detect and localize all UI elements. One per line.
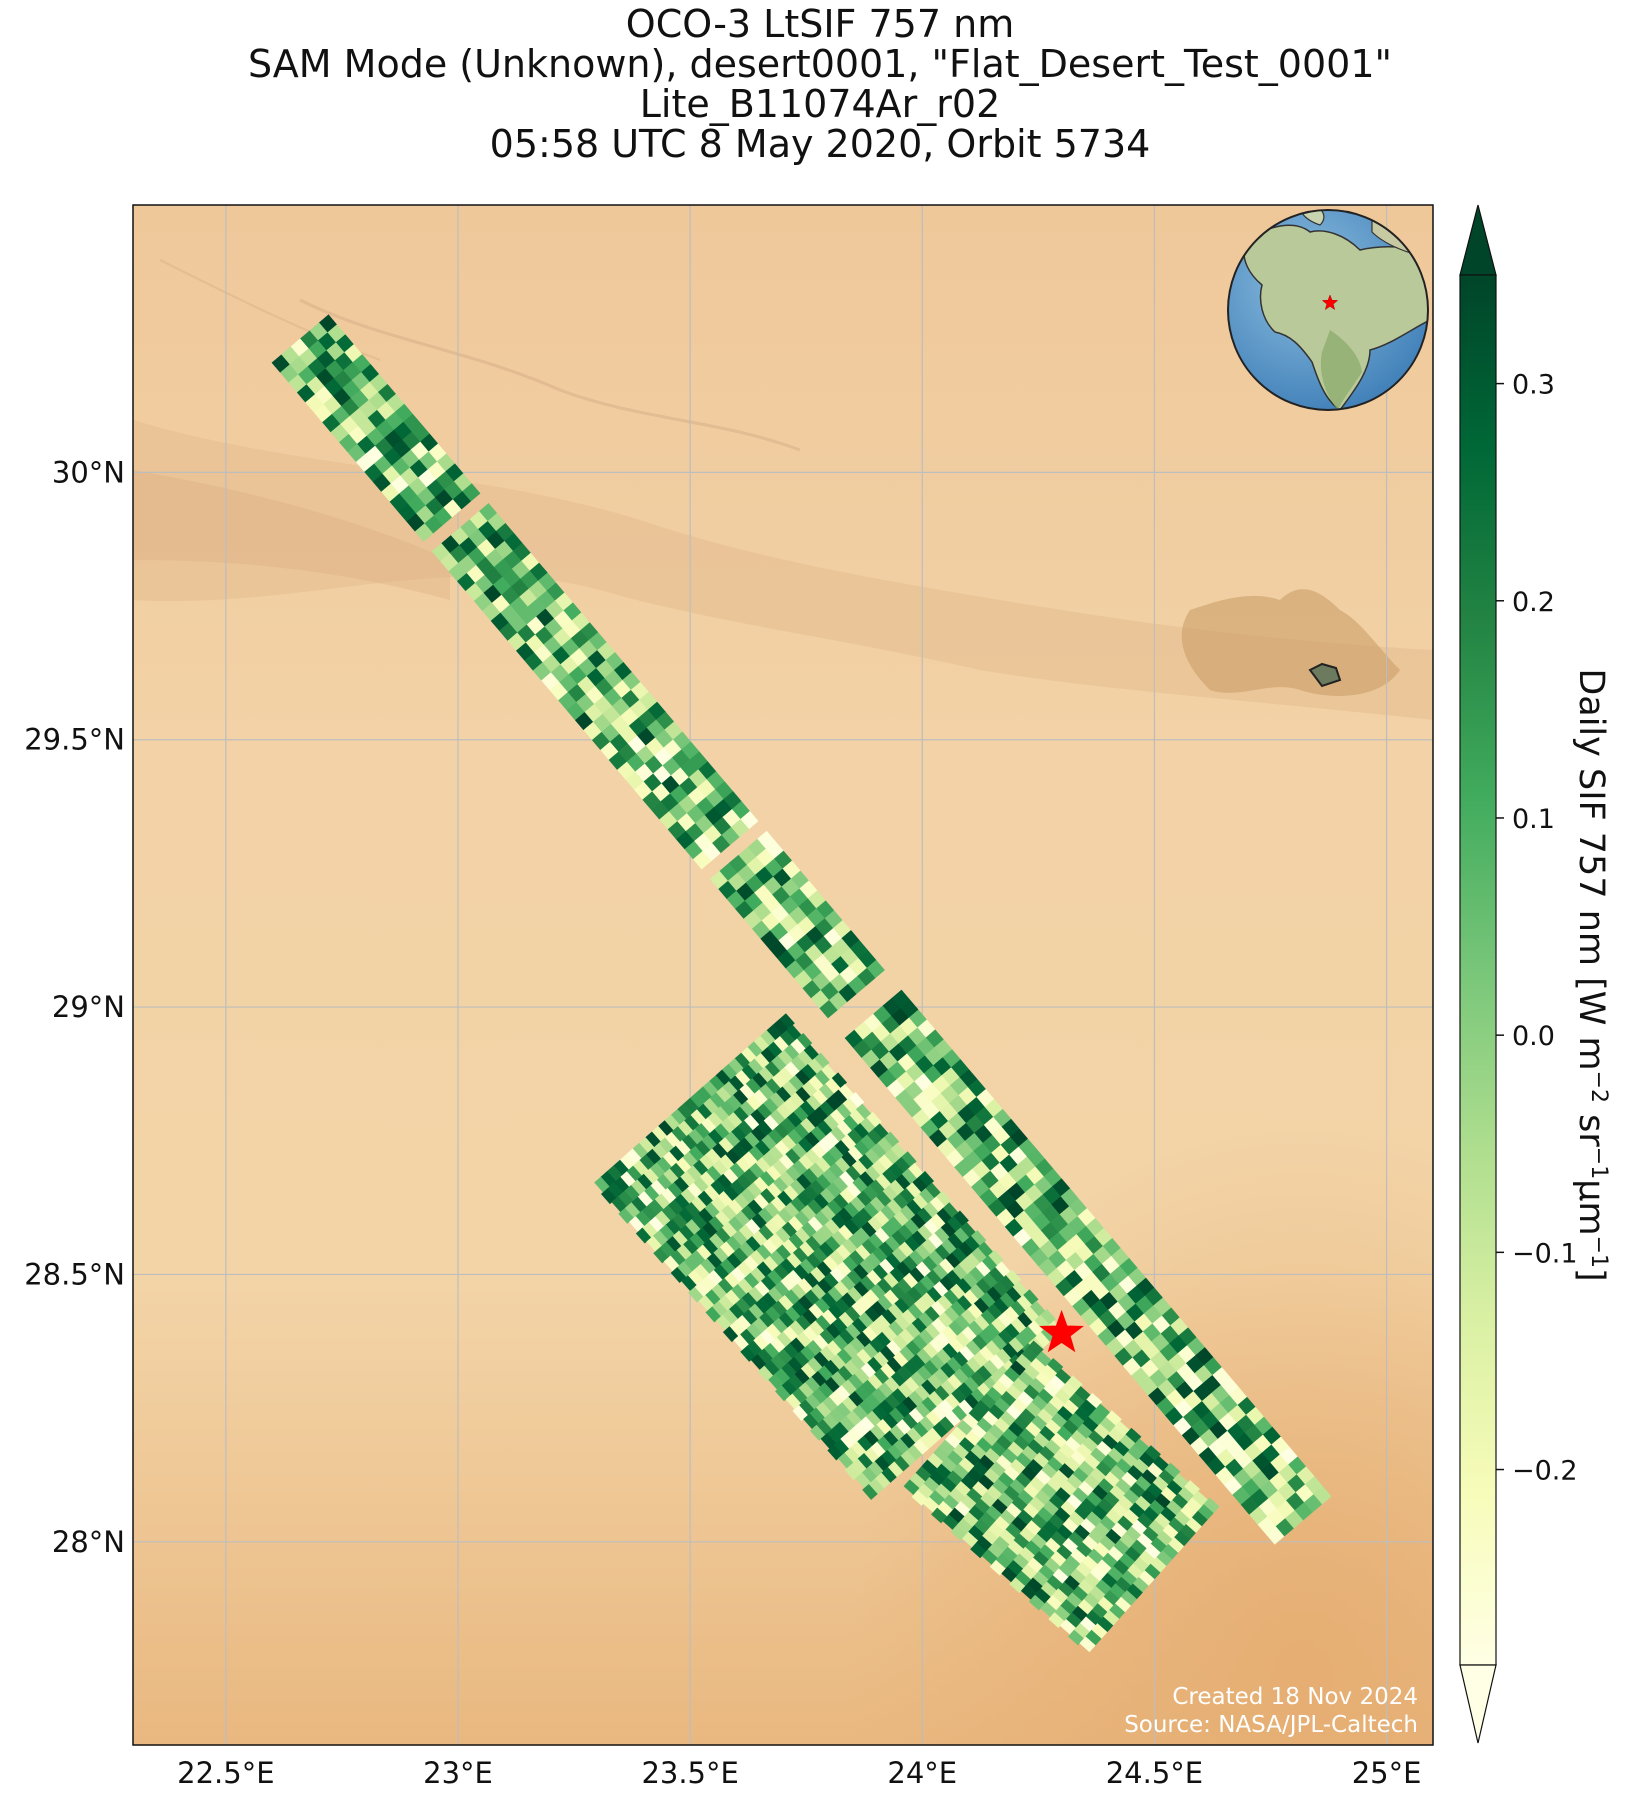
globe-location-star [1321, 294, 1339, 311]
sif-footprint [819, 999, 838, 1019]
sif-footprint [775, 1385, 791, 1402]
lon-tick-label: 23°E [423, 1756, 493, 1790]
lon-tick-label: 22.5°E [177, 1756, 274, 1790]
sif-footprint [618, 1207, 634, 1224]
sif-footprint [970, 1542, 987, 1559]
sif-footprint [740, 1345, 756, 1362]
lat-tick-label: 28°N [52, 1525, 125, 1559]
sif-footprint [1048, 1612, 1065, 1629]
credit-source: Source: NASA/JPL-Caltech [1124, 1712, 1418, 1738]
sif-footprint [692, 850, 712, 870]
sif-footprint [862, 1483, 878, 1500]
sif-footprint [809, 1424, 826, 1441]
sif-footprint [722, 1326, 739, 1343]
sif-footprint [911, 1490, 928, 1506]
swath-2 [903, 1340, 1220, 1653]
colorbar-tick-label: 0.0 [1512, 1021, 1555, 1052]
colorbar: 0.3 0.2 0.1 0.0 −0.1 −0.2 Daily SIF 757 nm [W… [1459, 204, 1612, 1744]
lat-tick-label: 29.5°N [24, 723, 125, 757]
lon-tick-label: 23.5°E [641, 1756, 738, 1790]
sif-footprint [989, 1559, 1006, 1576]
sif-footprint [827, 1444, 843, 1461]
sif-footprint [844, 1464, 861, 1481]
sif-footprint [757, 1365, 774, 1382]
sif-footprint [688, 1286, 704, 1303]
sif-footprint [635, 1227, 652, 1244]
latitude-tick-labels: 30°N 29.5°N 29°N 28.5°N 28°N [24, 455, 125, 1558]
sif-swaths [271, 314, 1332, 1653]
title-line-1: OCO-3 LtSIF 757 nm [625, 2, 1015, 46]
sif-footprint [653, 1247, 669, 1264]
colorbar-tick-label: 0.2 [1512, 587, 1555, 618]
title-line-3: Lite_B11074Ar_r02 [639, 82, 1001, 126]
lon-tick-label: 24.5°E [1106, 1756, 1203, 1790]
credit-created: Created 18 Nov 2024 [1172, 1684, 1418, 1710]
oasis-outline [1308, 662, 1342, 688]
title-line-4: 05:58 UTC 8 May 2020, Orbit 5734 [489, 122, 1151, 166]
target-star-marker [1039, 1309, 1084, 1353]
basemap [133, 205, 1433, 1745]
colorbar-label: Daily SIF 757 nm [W m−2 sr−1μm−1] [1571, 668, 1612, 1281]
sif-footprint [670, 1267, 687, 1284]
sif-footprint [792, 1405, 809, 1422]
map-gridlines [133, 205, 1433, 1745]
globe-land-africa-europe [1243, 224, 1428, 410]
sif-footprint [931, 1507, 948, 1524]
lon-tick-label: 25°E [1352, 1756, 1422, 1790]
lat-tick-label: 30°N [52, 455, 125, 489]
sif-footprint [414, 523, 434, 542]
colorbar-tick-label: 0.3 [1512, 370, 1555, 401]
colorbar-extend-min [1459, 1664, 1497, 1744]
sif-footprint [705, 1306, 722, 1323]
title-line-2: SAM Mode (Unknown), desert0001, "Flat_De… [247, 42, 1392, 86]
sif-footprint [950, 1524, 967, 1541]
sif-footprint [1009, 1577, 1026, 1594]
lat-tick-label: 28.5°N [24, 1257, 125, 1291]
sif-footprint [1067, 1629, 1085, 1646]
sif-footprint [1028, 1594, 1046, 1611]
colorbar-tick-label: −0.2 [1512, 1456, 1578, 1487]
sif-footprint [1266, 1526, 1285, 1545]
figure-title: OCO-3 LtSIF 757 nm SAM Mode (Unknown), d… [0, 4, 1640, 164]
lon-tick-label: 24°E [887, 1756, 957, 1790]
colorbar-tick-label: 0.1 [1512, 804, 1555, 835]
sif-footprint [600, 1188, 617, 1205]
colorbar-extend-max [1459, 204, 1497, 276]
longitude-tick-labels: 22.5°E 23°E 23.5°E 24°E 24.5°E 25°E [177, 1756, 1421, 1790]
swath-0 [271, 314, 1332, 1545]
lat-tick-label: 29°N [52, 990, 125, 1024]
colorbar-tick-label: −0.1 [1512, 1238, 1578, 1269]
map-frame [132, 204, 1434, 1746]
sif-footprint [1079, 1636, 1096, 1653]
colorbar-bar [1459, 274, 1497, 1666]
